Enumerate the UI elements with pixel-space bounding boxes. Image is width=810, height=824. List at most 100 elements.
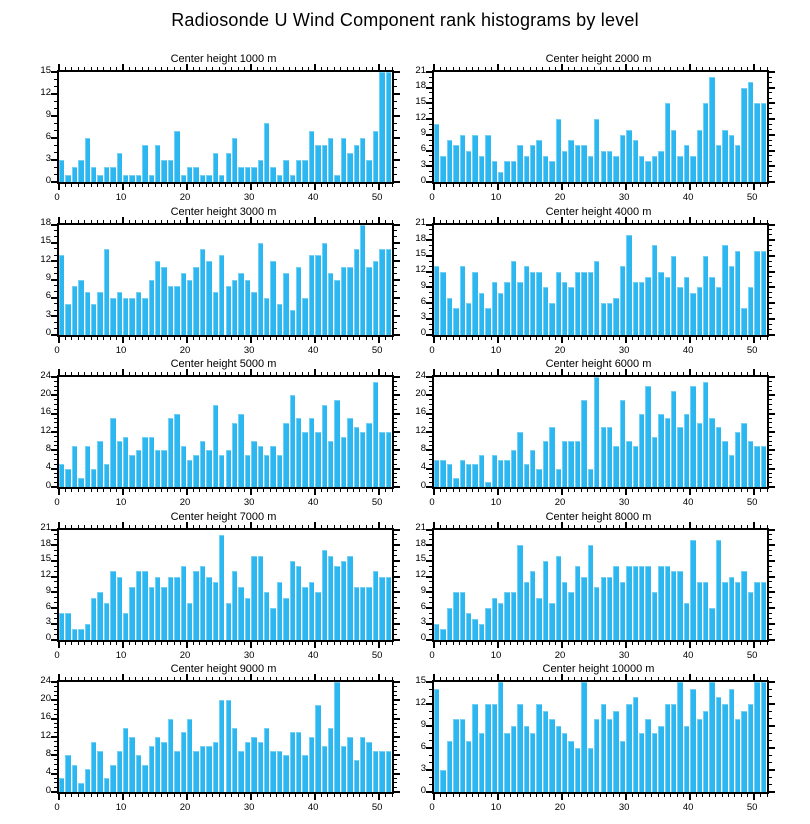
histogram-bar <box>199 174 206 182</box>
axis-tick <box>192 336 194 340</box>
histogram-bar <box>385 750 391 792</box>
histogram-bar <box>193 167 199 182</box>
axis-tick <box>728 219 730 223</box>
axis-tick <box>708 372 710 375</box>
axis-tick <box>689 641 692 648</box>
histogram-bar <box>97 592 103 640</box>
histogram-bar <box>741 571 747 640</box>
axis-tick <box>269 219 271 223</box>
histogram-bar <box>645 718 651 792</box>
axis-tick <box>295 641 297 645</box>
axis-tick <box>394 586 397 588</box>
histogram-bar <box>664 276 670 335</box>
axis-tick <box>282 67 284 70</box>
axis-tick <box>301 219 303 223</box>
axis-tick <box>394 717 400 720</box>
axis-tick <box>340 184 342 187</box>
histogram-bar <box>116 291 123 335</box>
axis-tick <box>567 489 569 492</box>
histogram-bar <box>78 477 84 487</box>
axis-tick <box>619 677 621 680</box>
axis-tick <box>429 404 432 405</box>
axis-tick <box>394 309 397 311</box>
axis-tick <box>340 677 342 680</box>
axis-tick <box>180 219 182 223</box>
histogram-bar <box>747 82 754 182</box>
axis-tick <box>128 677 130 680</box>
axis-tick <box>321 677 323 680</box>
axis-tick <box>484 524 486 528</box>
histogram-bar <box>491 597 498 640</box>
histogram-bar <box>510 161 517 182</box>
axis-tick <box>529 372 531 375</box>
histogram-bar <box>702 381 709 487</box>
axis-tick <box>394 390 397 392</box>
axis-tick <box>394 741 397 743</box>
axis-tick <box>394 376 400 378</box>
histogram-bar <box>65 468 71 487</box>
axis-tick <box>632 372 634 375</box>
axis-tick <box>523 184 525 187</box>
axis-tick <box>186 184 189 190</box>
axis-tick <box>385 524 387 528</box>
histogram-bar <box>251 441 257 487</box>
axis-tick <box>664 184 666 187</box>
histogram-bar <box>510 726 517 792</box>
axis-tick <box>308 336 310 340</box>
axis-tick <box>600 489 601 492</box>
subplot-title: Center height 2000 m <box>545 53 652 65</box>
axis-tick <box>250 369 253 375</box>
histogram-bar <box>760 682 766 792</box>
axis-tick <box>535 219 537 223</box>
axis-tick <box>769 747 775 749</box>
axis-tick <box>122 216 125 223</box>
axis-tick <box>429 129 432 131</box>
subplot-title: Center height 9000 m <box>170 663 277 675</box>
axis-tick <box>192 489 194 492</box>
histogram-bar <box>142 145 148 182</box>
axis-tick <box>295 524 297 528</box>
axis-tick <box>192 641 194 645</box>
axis-tick <box>638 794 640 797</box>
histogram-bar <box>626 566 632 640</box>
axis-tick <box>237 524 239 528</box>
histogram-bar <box>651 592 658 640</box>
axis-tick <box>135 219 137 223</box>
axis-tick <box>612 336 614 340</box>
axis-tick <box>64 372 66 375</box>
axis-tick <box>173 67 175 70</box>
axis-tick <box>148 524 150 528</box>
histogram-bar <box>530 271 536 335</box>
histogram-bar <box>587 468 594 487</box>
axis-tick <box>394 333 400 336</box>
axis-tick <box>567 641 569 645</box>
histogram-bar <box>645 276 651 335</box>
histogram-bar <box>446 740 453 792</box>
histogram-bar <box>129 174 135 182</box>
axis-tick <box>612 219 614 223</box>
axis-tick <box>54 385 57 387</box>
axis-tick <box>715 489 717 492</box>
axis-tick <box>333 219 335 223</box>
axis-tick <box>715 372 717 375</box>
histogram-bar <box>148 746 155 792</box>
axis-tick <box>77 489 79 492</box>
axis-tick <box>64 794 66 797</box>
axis-tick <box>676 677 678 680</box>
axis-tick <box>740 794 742 797</box>
axis-tick <box>289 219 291 223</box>
axis-tick <box>180 67 182 70</box>
axis-tick <box>186 216 189 223</box>
axis-tick <box>394 607 400 610</box>
axis-tick <box>702 219 704 223</box>
histogram-bar <box>167 160 174 182</box>
axis-tick <box>231 336 233 340</box>
histogram-bar <box>651 155 658 182</box>
axis-tick <box>523 336 525 340</box>
axis-tick <box>394 436 397 438</box>
axis-tick <box>205 184 207 187</box>
histogram-bar <box>446 297 453 335</box>
axis-tick <box>503 67 505 70</box>
histogram-bar <box>379 248 385 335</box>
axis-tick <box>141 67 143 70</box>
